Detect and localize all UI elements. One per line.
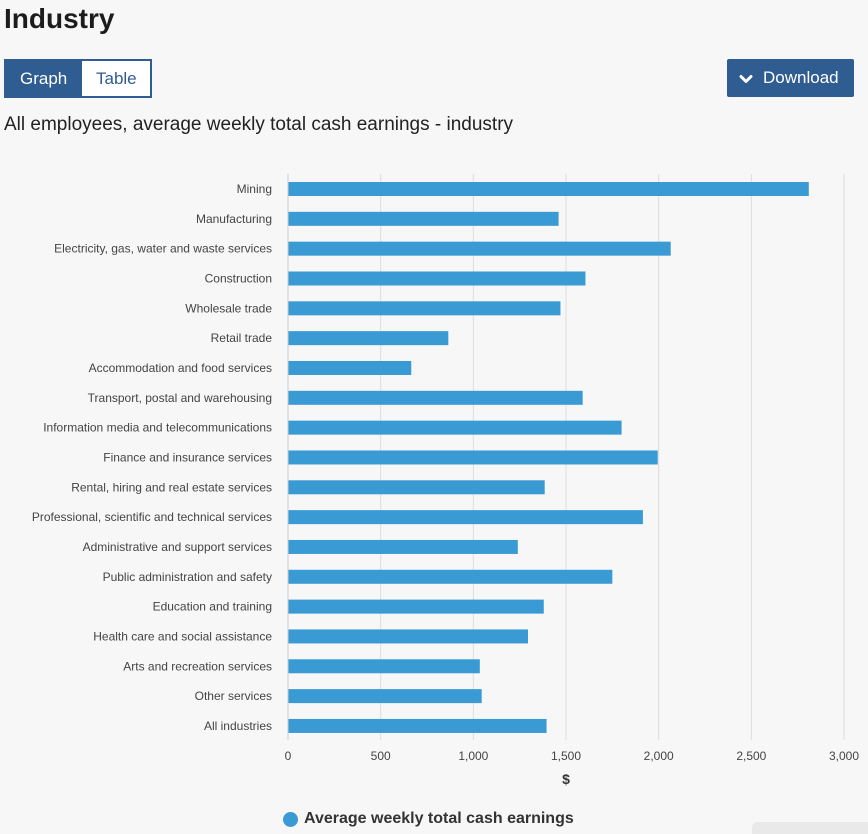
- category-label: All industries: [204, 719, 272, 733]
- bar[interactable]: [288, 480, 545, 495]
- bar[interactable]: [288, 599, 544, 614]
- x-axis-title: $: [562, 771, 570, 787]
- category-label: Manufacturing: [196, 212, 272, 226]
- bar[interactable]: [288, 420, 622, 435]
- category-label: Wholesale trade: [185, 301, 272, 315]
- x-tick-label: 2,000: [644, 749, 674, 763]
- bar[interactable]: [288, 301, 561, 316]
- category-label: Other services: [195, 689, 272, 703]
- x-tick-label: 0: [285, 749, 292, 763]
- x-tick-label: 3,000: [829, 749, 859, 763]
- category-label: Administrative and support services: [83, 540, 272, 554]
- bar[interactable]: [288, 510, 643, 525]
- page-title: Industry: [4, 3, 115, 34]
- legend-marker: [283, 811, 298, 827]
- x-tick-label: 2,500: [736, 749, 766, 763]
- bar[interactable]: [288, 360, 412, 375]
- category-label: Retail trade: [211, 331, 273, 345]
- category-label: Arts and recreation services: [123, 659, 272, 673]
- chart-legend[interactable]: Average weekly total cash earnings: [283, 808, 574, 830]
- chevron-down-icon: [739, 71, 753, 85]
- tab-table[interactable]: Table: [82, 61, 150, 96]
- bar[interactable]: [288, 629, 529, 644]
- tab-graph[interactable]: Graph: [6, 61, 82, 96]
- category-label: Transport, postal and warehousing: [88, 391, 272, 405]
- x-tick-label: 500: [371, 749, 391, 763]
- bar[interactable]: [288, 390, 583, 405]
- bar[interactable]: [288, 718, 547, 733]
- download-label: Download: [763, 68, 839, 87]
- category-label: Public administration and safety: [103, 570, 272, 584]
- bar[interactable]: [288, 271, 586, 286]
- category-label: Construction: [205, 271, 272, 285]
- corner-toolbar: [752, 822, 868, 834]
- category-label: Education and training: [153, 600, 272, 614]
- category-label: Information media and telecommunications: [43, 421, 272, 435]
- x-tick-label: 1,000: [458, 749, 488, 763]
- bar[interactable]: [288, 539, 518, 554]
- bar[interactable]: [288, 331, 449, 346]
- bar-chart: 0 500 1,000 1,500 2,000 2,500 3,000 Mining Manuf…: [32, 174, 859, 787]
- bar[interactable]: [288, 450, 658, 465]
- bar[interactable]: [288, 569, 613, 584]
- download-button[interactable]: Download: [727, 59, 854, 97]
- category-label: Health care and social assistance: [93, 629, 272, 643]
- category-label: Professional, scientific and technical s…: [32, 510, 272, 524]
- category-label: Electricity, gas, water and waste servic…: [54, 242, 272, 256]
- category-label: Rental, hiring and real estate services: [71, 480, 272, 494]
- category-label: Finance and insurance services: [103, 450, 272, 464]
- legend-label: Average weekly total cash earnings: [304, 810, 574, 827]
- category-label: Accommodation and food services: [89, 361, 272, 375]
- bar[interactable]: [288, 182, 809, 196]
- bar[interactable]: [288, 241, 671, 256]
- category-label: Mining: [237, 182, 272, 196]
- bar[interactable]: [288, 659, 480, 674]
- bar[interactable]: [288, 211, 559, 226]
- bar[interactable]: [288, 689, 482, 704]
- x-tick-label: 1,500: [551, 749, 581, 763]
- chart-heading: All employees, average weekly total cash…: [4, 114, 514, 135]
- view-toggle: Graph Table: [4, 59, 152, 98]
